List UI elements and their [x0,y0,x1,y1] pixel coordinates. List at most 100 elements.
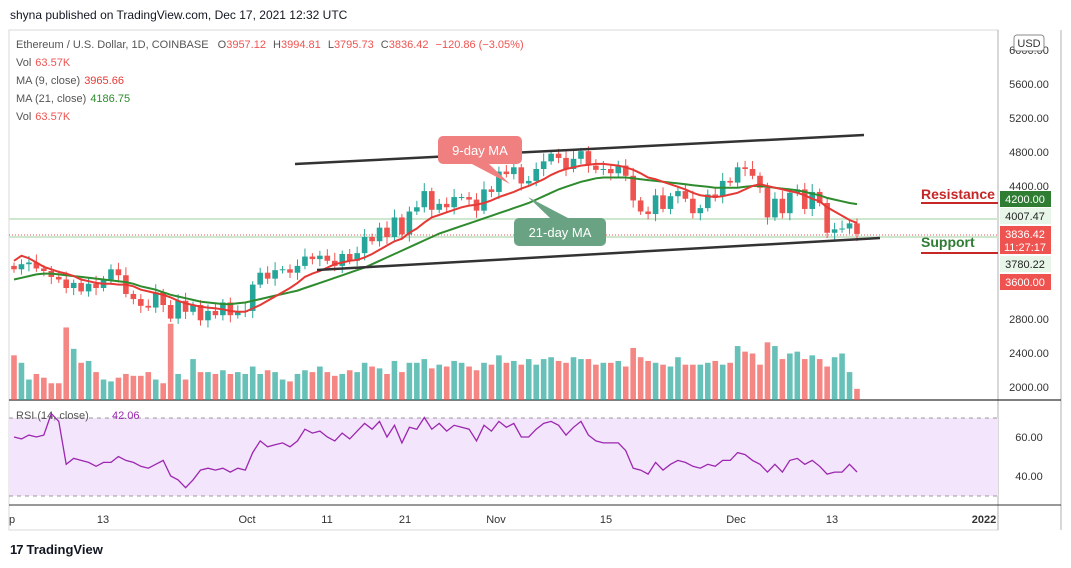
candle-body [816,191,823,203]
legend-close: 3836.42 [388,39,429,51]
candle-body [824,203,830,233]
candle-body [652,195,659,215]
ma21-price-tag [1000,208,1051,224]
candle-body [742,167,748,169]
candle-body [645,211,651,215]
currency-text: USD [1017,38,1040,50]
volume-bar [809,355,816,400]
candle-body [764,187,771,218]
volume-bar [421,359,428,400]
volume-bar [801,359,808,400]
volume-bar [257,373,263,400]
legend-open: 3957.12 [226,39,266,51]
volume-bar [451,360,457,400]
volume-bar [175,373,181,400]
candle-body [846,223,853,229]
volume-bar [622,366,629,400]
volume-bar [428,368,435,400]
candle-body [399,217,405,235]
channel-upper-trendline[interactable] [294,133,865,166]
rsi-legend-value: 42.06 [112,410,140,422]
volume-bar [145,372,152,400]
candle-body [324,255,331,261]
legend-vol-label: Vol [16,57,32,69]
candle-body [93,283,99,288]
candle-body [839,228,845,230]
candle-body [772,198,778,218]
candle-body [63,279,70,288]
volume-bar [70,348,77,400]
volume-bar [481,362,487,400]
volume-bar [48,383,55,400]
legend-close-label: C [380,39,389,51]
candle-body [182,300,189,312]
volume-bar [436,364,443,400]
candle-body [563,157,569,169]
volume-bar [346,370,353,400]
volume-bar [518,364,525,400]
candle-body [585,151,592,166]
candle-body [727,180,733,183]
candle-body [488,189,495,192]
candle-body [130,293,137,300]
candle-body [451,197,457,208]
candle-body [346,254,353,261]
volume-bar [220,370,226,400]
volume-bar [690,364,696,400]
ma21-price-text: 4007.47 [1005,211,1045,223]
volume-bar [675,357,681,400]
last-price-text: 3836.42 [1005,229,1045,241]
legend-ma9-value: 3965.66 [84,75,124,87]
candle-body [667,196,674,209]
channel-lower-trendline[interactable] [316,236,881,272]
candle-body [11,265,17,270]
candle-body [518,167,525,184]
volume-bar [697,364,704,400]
legend-low: 3795.73 [333,39,374,51]
candle-body [466,197,472,200]
time-axis-ticks: p 13 Oct 11 21 Nov 15 Dec 13 2022 [9,514,996,526]
candle-body [138,299,144,306]
volume-bar [458,362,465,400]
volume-bar [615,360,622,400]
tradingview-logo-icon: 17 [10,542,24,557]
candle-body [704,194,711,209]
candle-body [600,169,607,170]
legend-vol-row: Vol 63.57K [16,54,524,72]
tradingview-footer[interactable]: 17 TradingView [10,542,103,557]
volume-bar [11,355,17,400]
candle-body [757,175,763,188]
candle-body [145,305,152,308]
volume-bar [608,362,614,400]
candle-body [540,161,547,169]
time-tick-label: 13 [826,514,838,526]
candle-body [854,223,860,234]
volume-bar [100,379,107,400]
countdown-text: 11:27:17 [1004,242,1046,254]
volume-bar [33,373,40,400]
volume-bar [78,362,84,400]
resistance-price-tag [1000,191,1051,207]
volume-bar [294,373,301,400]
price-tick-label: 2000.00 [1009,382,1049,394]
rsi-band [9,418,998,496]
candle-body [197,305,204,321]
candle-body [660,195,666,209]
volume-bar [555,360,562,400]
currency-badge[interactable] [1013,34,1045,52]
support-label: Support [921,234,975,250]
legend-high-label: H [273,39,281,51]
time-tick-label: Nov [486,514,506,526]
volume-bars [11,323,860,400]
support-price-tag [1000,274,1051,290]
candle-body [503,171,510,175]
volume-bar [55,383,62,400]
candle-body [787,192,793,214]
volume-bar [212,373,219,400]
volume-bar [317,366,323,400]
candle-body [227,302,234,316]
volume-bar [794,351,801,400]
candle-body [831,229,838,233]
candle-body [630,175,636,201]
